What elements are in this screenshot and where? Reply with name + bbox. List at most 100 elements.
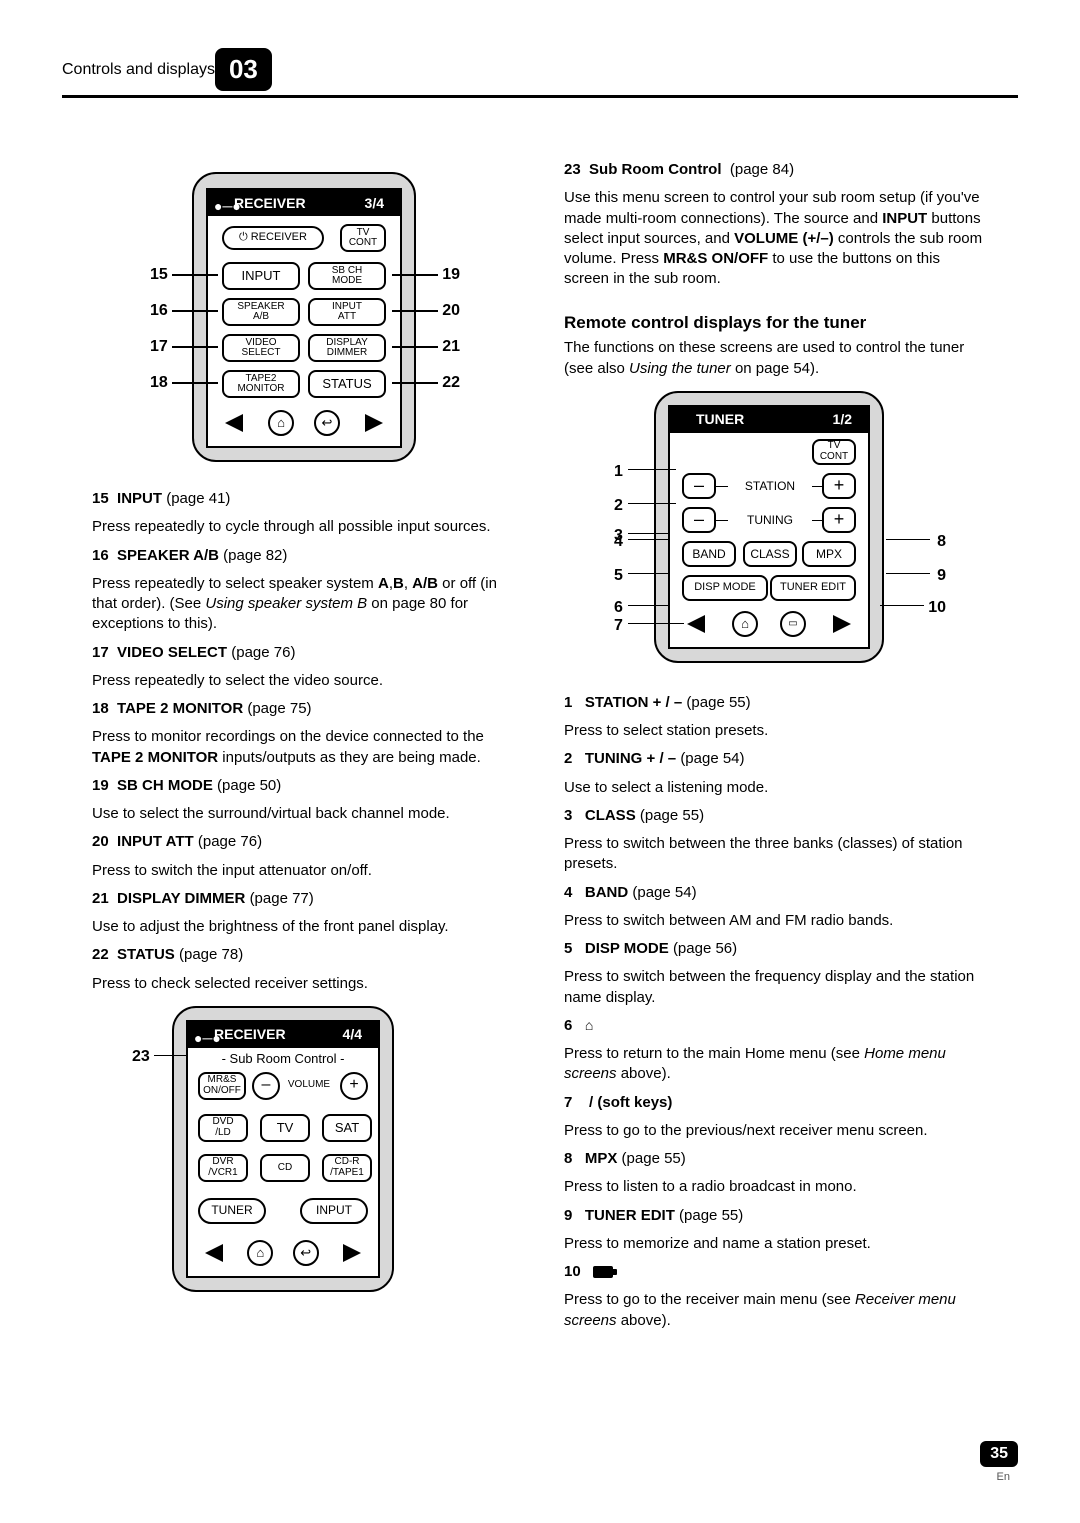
dA-right-2: DISPLAYDIMMER [308, 334, 386, 362]
tuner-edit-btn: TUNER EDIT [770, 575, 856, 601]
prev-arrow-icon [220, 412, 248, 434]
dA-left-1: SPEAKERA/B [222, 298, 300, 326]
dA-left-2: VIDEOSELECT [222, 334, 300, 362]
screen-page-c: 1/2 [833, 410, 852, 429]
class-btn: CLASS [743, 541, 797, 567]
item-17-body: Press repeatedly to select the video sou… [92, 671, 516, 691]
subroom-title: - Sub Room Control - [188, 1052, 378, 1066]
item-23-head: 23 Sub Room Control (page 84) [564, 160, 988, 180]
next-arrow-icon [828, 613, 856, 635]
prev-arrow-icon [682, 613, 710, 635]
ritem-1-head: 1 STATION + / – (page 55) [564, 693, 988, 713]
dB-r2-1: TV [260, 1114, 310, 1142]
dA-right-3: STATUS [308, 370, 386, 398]
station-plus: + [822, 473, 856, 499]
ritem-5-head: 5 DISP MODE (page 56) [564, 939, 988, 959]
screen-title-c: TUNER 1/2 [670, 407, 868, 433]
header-title: Controls and displays [62, 61, 215, 79]
tuning-label: TUNING [722, 514, 818, 527]
callout-c-1: 1 [614, 461, 623, 483]
callout-18: 18 [150, 372, 168, 394]
callout-c-4: 4 [614, 531, 623, 553]
ritem-10-head: 10 [564, 1262, 988, 1282]
screen-name-c: TUNER [696, 410, 744, 429]
item-16-head: 16 SPEAKER A/B (page 82) [92, 546, 516, 566]
dA-left-3: TAPE2MONITOR [222, 370, 300, 398]
screen-page: 3/4 [365, 194, 384, 213]
ritem-3-head: 3 CLASS (page 55) [564, 806, 988, 826]
callout-c-5: 5 [614, 565, 623, 587]
item-15-body: Press repeatedly to cycle through all po… [92, 517, 516, 537]
left-column: RECEIVER 3/4 ●─● ⏻RECEIVER TV CONT INPUT… [92, 160, 516, 1339]
callout-c-9: 9 [937, 565, 946, 587]
ritem-7-body: Press to go to the previous/next receive… [564, 1121, 988, 1141]
station-minus: – [682, 473, 716, 499]
home-icon: ⌂ [247, 1240, 273, 1266]
item-21-head: 21 DISPLAY DIMMER (page 77) [92, 889, 516, 909]
ritem-10-body: Press to go to the receiver main menu (s… [564, 1290, 988, 1331]
input-btn: INPUT [300, 1198, 368, 1224]
ritem-5-body: Press to switch between the frequency di… [564, 967, 988, 1008]
dA-right-0: SB CHMODE [308, 262, 386, 290]
back-icon: ↩ [314, 410, 340, 436]
ritem-2-head: 2 TUNING + / – (page 54) [564, 749, 988, 769]
vol-minus: – [252, 1072, 280, 1100]
screen-page-b: 4/4 [343, 1025, 362, 1044]
mpx-btn: MPX [802, 541, 856, 567]
callout-21: 21 [442, 336, 460, 358]
ritem-7-head: 7 / (soft keys) [564, 1093, 988, 1113]
item-23-body: Use this menu screen to control your sub… [564, 188, 988, 289]
item-16-body: Press repeatedly to select speaker syste… [92, 574, 516, 635]
dB-r2-2: SAT [322, 1114, 372, 1142]
receiver-menu-icon: ▭ [780, 611, 806, 637]
callout-c-2: 2 [614, 495, 623, 517]
dB-r3-0: DVR/VCR1 [198, 1154, 248, 1182]
diagram-tuner: TUNER 1/2 TV CONT – STATION + – TUNING +… [584, 391, 964, 671]
callout-16: 16 [150, 300, 168, 322]
ritem-4-body: Press to switch between AM and FM radio … [564, 911, 988, 931]
chapter-number: 03 [215, 48, 272, 91]
ritem-6-head: 6 ⌂ [564, 1016, 988, 1036]
mrs-btn: MR&S ON/OFF [198, 1072, 246, 1100]
screen-name: RECEIVER [234, 194, 306, 213]
dB-r2-0: DVD/LD [198, 1114, 248, 1142]
ritem-8-body: Press to listen to a radio broadcast in … [564, 1177, 988, 1197]
station-label: STATION [722, 480, 818, 493]
tuner-btn: TUNER [198, 1198, 266, 1224]
ritem-2-body: Use to select a listening mode. [564, 778, 988, 798]
ritem-3-body: Press to switch between the three banks … [564, 834, 988, 875]
screen-title-b: RECEIVER 4/4 ●─● [188, 1022, 378, 1048]
item-19-body: Use to select the surround/virtual back … [92, 804, 516, 824]
tuning-minus: – [682, 507, 716, 533]
item-22-head: 22 STATUS (page 78) [92, 945, 516, 965]
item-19-head: 19 SB CH MODE (page 50) [92, 776, 516, 796]
band-btn: BAND [682, 541, 736, 567]
ritem-1-body: Press to select station presets. [564, 721, 988, 741]
callout-c-10: 10 [928, 597, 946, 619]
tv-cont-btn: TV CONT [340, 224, 386, 252]
back-icon: ↩ [293, 1240, 319, 1266]
prev-arrow-icon [200, 1242, 228, 1264]
tuner-section-title: Remote control displays for the tuner [564, 312, 988, 335]
page-lang: En [997, 1471, 1010, 1483]
next-arrow-icon [360, 412, 388, 434]
tuning-plus: + [822, 507, 856, 533]
callout-15: 15 [150, 264, 168, 286]
dB-r3-1: CD [260, 1154, 310, 1182]
next-arrow-icon [338, 1242, 366, 1264]
callout-22: 22 [442, 372, 460, 394]
ritem-8-head: 8 MPX (page 55) [564, 1149, 988, 1169]
disp-mode-btn: DISP MODE [682, 575, 768, 601]
callout-c-8: 8 [937, 531, 946, 553]
home-icon: ⌂ [268, 410, 294, 436]
ritem-9-body: Press to memorize and name a station pre… [564, 1234, 988, 1254]
item-18-head: 18 TAPE 2 MONITOR (page 75) [92, 699, 516, 719]
ritem-6-body: Press to return to the main Home menu (s… [564, 1044, 988, 1085]
volume-label: VOLUME [282, 1080, 336, 1091]
item-20-body: Press to switch the input attenuator on/… [92, 861, 516, 881]
right-column: 23 Sub Room Control (page 84) Use this m… [564, 160, 988, 1339]
ritem-9-head: 9 TUNER EDIT (page 55) [564, 1206, 988, 1226]
screen-title: RECEIVER 3/4 ●─● [208, 190, 400, 216]
home-icon: ⌂ [732, 611, 758, 637]
item-15-head: 15 INPUT (page 41) [92, 489, 516, 509]
